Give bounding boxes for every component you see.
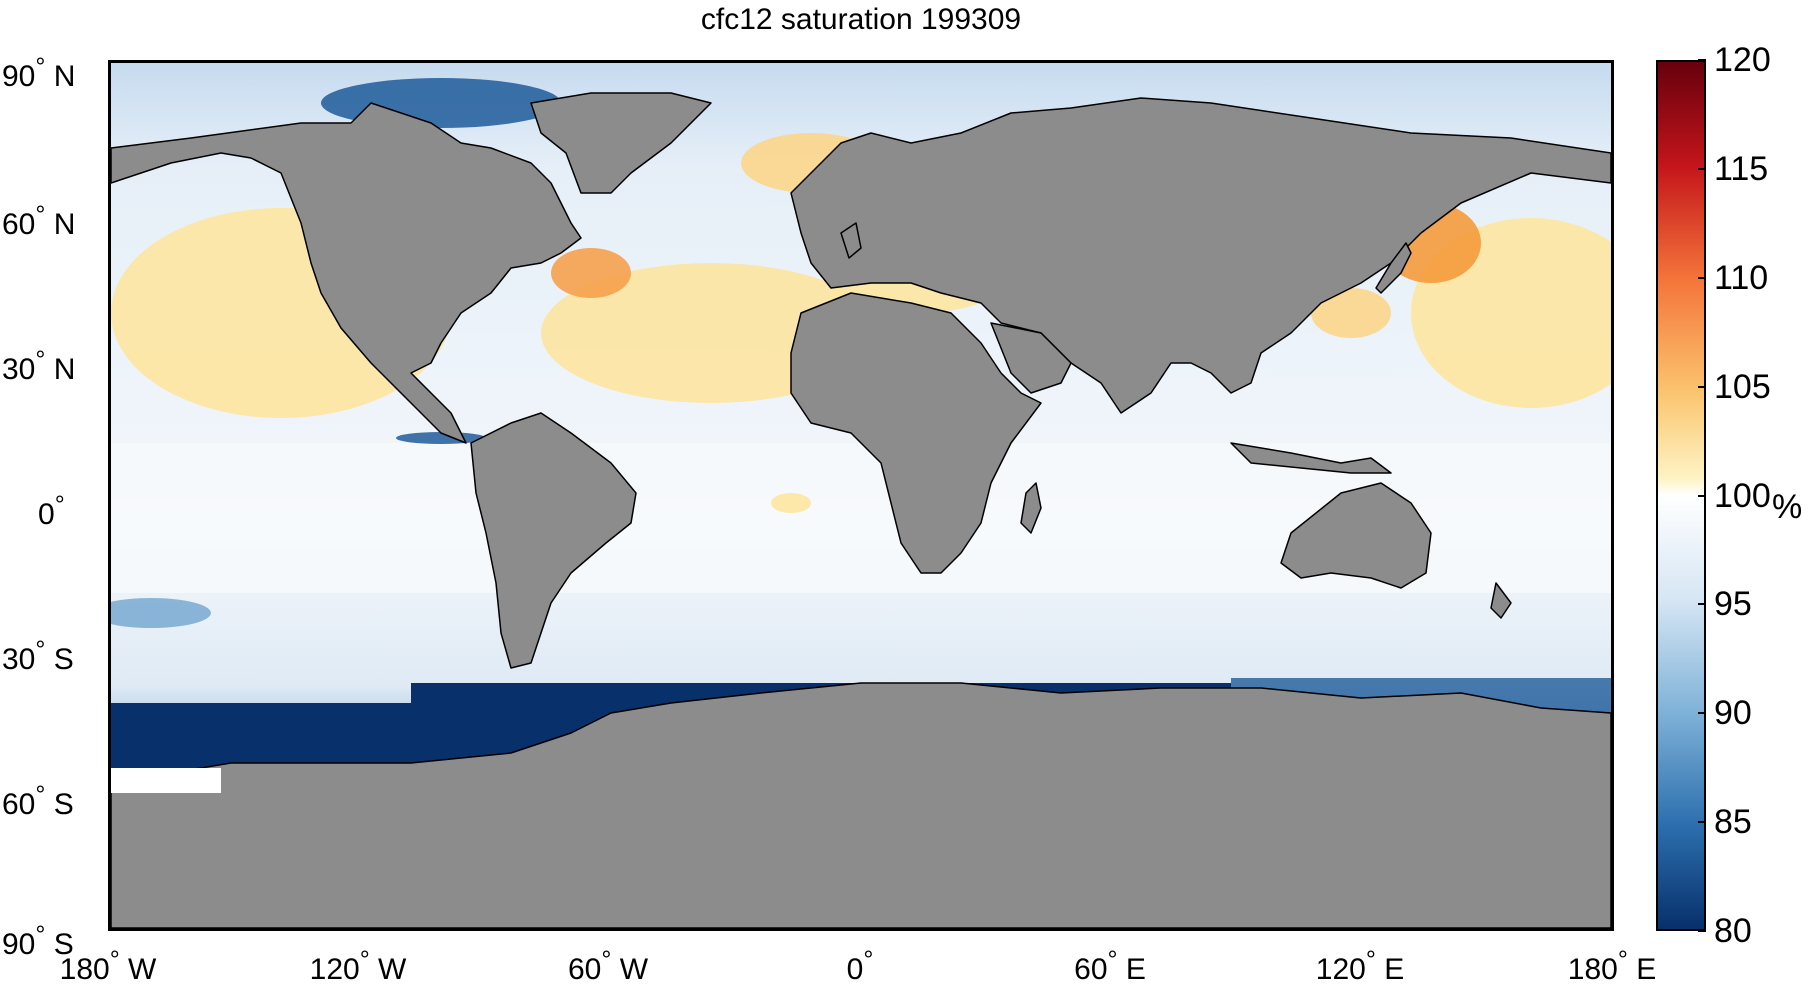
lat-label-30s: 30° S xyxy=(2,636,74,676)
colorbar-tick-mark xyxy=(1698,167,1706,170)
eurasia xyxy=(790,97,1611,414)
colorbar-tick-mark xyxy=(1698,276,1706,279)
lon-label-60w: 60° W xyxy=(567,946,649,986)
lon-label-0: 0° xyxy=(846,946,874,986)
colorbar-tick-mark xyxy=(1698,59,1706,61)
lat-label-0: 0° xyxy=(38,491,65,531)
madagascar xyxy=(1020,482,1042,534)
lon-label-120w: 120° W xyxy=(309,946,407,986)
colorbar-tick-label: 80 xyxy=(1714,912,1752,950)
colorbar-tick-mark xyxy=(1698,603,1706,606)
sea-ice-patch xyxy=(111,768,221,793)
australia xyxy=(1280,482,1432,589)
new-zealand xyxy=(1490,582,1512,619)
colorbar-tick-mark xyxy=(1698,712,1706,715)
africa xyxy=(790,292,1042,574)
world-map xyxy=(111,63,1611,928)
south-america xyxy=(470,412,637,669)
lon-label-180w: 180° W xyxy=(59,946,157,986)
colorbar-tick-label: 110 xyxy=(1714,258,1769,297)
lat-label-90n: 90° N xyxy=(2,53,76,93)
colorbar-tick-label: 120 xyxy=(1714,41,1771,79)
land xyxy=(111,92,1611,928)
uk-islands xyxy=(840,222,862,259)
lon-label-120e: 120° E xyxy=(1315,946,1405,986)
map-title: cfc12 saturation 199309 xyxy=(700,3,1022,36)
map-frame xyxy=(108,60,1614,931)
colorbar-unit: % xyxy=(1772,488,1803,526)
lat-label-60s: 60° S xyxy=(2,781,74,821)
lon-label-180e: 180° E xyxy=(1567,946,1657,986)
greenland xyxy=(530,92,712,194)
lat-label-30n: 30° N xyxy=(2,346,76,386)
colorbar xyxy=(1656,60,1706,931)
colorbar-tick-mark xyxy=(1698,385,1706,388)
colorbar-tick-mark xyxy=(1698,930,1706,932)
colorbar-tick-label: 100 xyxy=(1714,476,1771,515)
north-america xyxy=(111,102,582,444)
lon-label-60e: 60° E xyxy=(1074,946,1146,986)
colorbar-tick-label: 95 xyxy=(1714,585,1752,624)
antarctica xyxy=(111,682,1611,928)
lat-label-90s: 90° S xyxy=(2,921,74,961)
colorbar-tick-label: 115 xyxy=(1714,149,1769,188)
indonesia xyxy=(1230,442,1392,474)
arabia xyxy=(990,322,1072,394)
colorbar-gradient xyxy=(1658,62,1704,929)
lat-label-60n: 60° N xyxy=(2,201,76,241)
colorbar-tick-label: 90 xyxy=(1714,694,1752,733)
japan xyxy=(1375,242,1412,294)
colorbar-tick-mark xyxy=(1698,821,1706,824)
colorbar-tick-mark xyxy=(1698,494,1706,497)
colorbar-tick-label: 105 xyxy=(1714,367,1771,406)
colorbar-tick-label: 85 xyxy=(1714,803,1752,842)
